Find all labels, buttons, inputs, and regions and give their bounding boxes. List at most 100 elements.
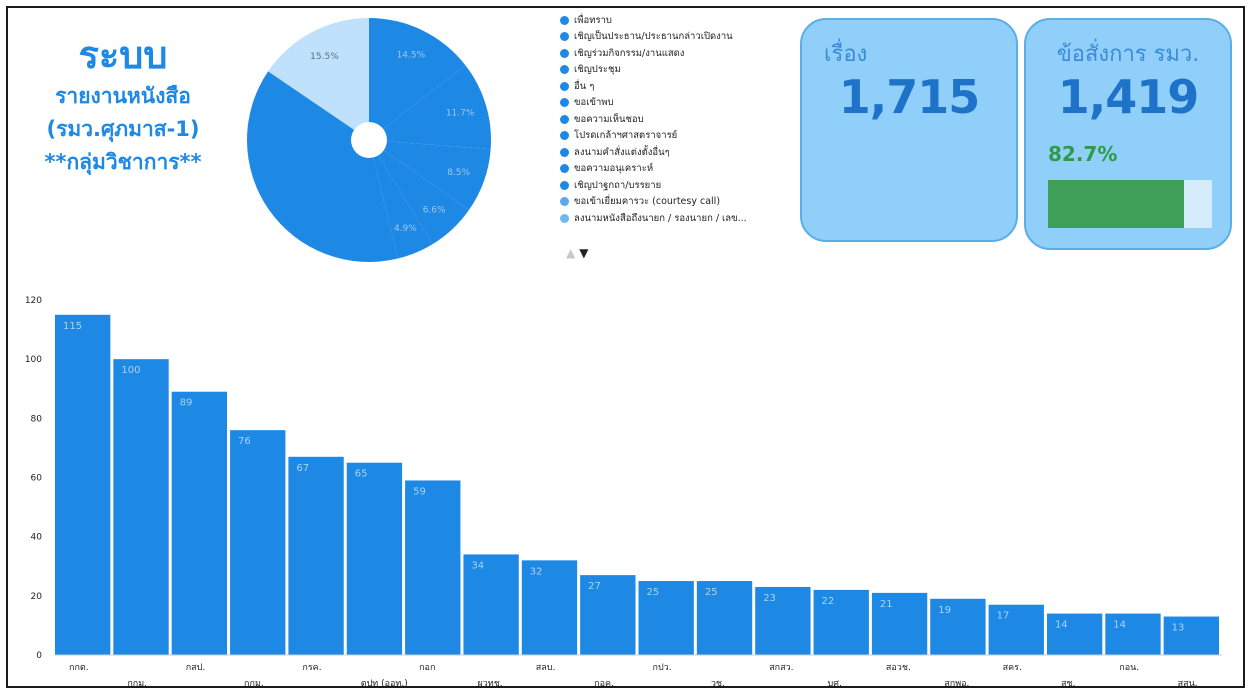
orders-card-percent: 82.7% (1048, 142, 1118, 166)
pie-legend: เพื่อทราบเชิญเป็นประธาน/ประธานกล่าวเปิดง… (560, 12, 800, 227)
bar-value-label: 14 (1055, 620, 1068, 631)
legend-dot-icon (560, 65, 569, 75)
legend-item[interactable]: เชิญร่วมกิจกรรม/งานแสดง (560, 45, 800, 62)
x-tick-label: บศ. (828, 679, 842, 689)
legend-dot-icon (560, 32, 569, 42)
x-tick-label: สช. (1061, 679, 1075, 689)
bar[interactable] (230, 430, 286, 655)
bar-value-label: 19 (938, 605, 951, 616)
bar[interactable] (55, 314, 111, 655)
orders-card-value: 1,419 (1057, 70, 1200, 124)
legend-item[interactable]: ขอความเห็นชอบ (560, 111, 800, 128)
bar[interactable] (288, 456, 344, 655)
orders-card: ข้อสั่งการ รมว. 1,419 82.7% (1024, 18, 1232, 250)
x-tick-label: กอก (419, 663, 435, 673)
x-tick-label: สสน. (1178, 679, 1198, 689)
pie-chart: 15.5% 14.5% 11.7% 8.5% 6.6% 4.9% (247, 18, 491, 262)
legend-dot-icon (560, 197, 569, 207)
legend-item[interactable]: เชิญเป็นประธาน/ประธานกล่าวเปิดงาน (560, 29, 800, 46)
legend-item[interactable]: ขอความอนุเคราะห์ (560, 161, 800, 178)
pie-slice[interactable] (247, 71, 398, 262)
legend-item[interactable]: เชิญประชุม (560, 62, 800, 79)
bar[interactable] (580, 575, 636, 655)
bar-value-label: 25 (705, 587, 718, 598)
y-tick-label: 60 (31, 474, 43, 484)
x-tick-label: สกพอ. (944, 679, 969, 689)
bar[interactable] (463, 554, 519, 655)
legend-item[interactable]: ลงนามคำสั่งแต่งตั้งอื่นๆ (560, 144, 800, 161)
legend-dot-icon (560, 48, 569, 58)
x-tick-label: สคร. (1003, 663, 1022, 673)
legend-item[interactable]: ขอเข้าพบ (560, 95, 800, 112)
bar[interactable] (988, 604, 1044, 655)
legend-label: เพื่อทราบ (574, 14, 612, 26)
bar-value-label: 25 (647, 587, 660, 598)
bar[interactable] (346, 462, 403, 655)
x-tick-label: กกม. (127, 679, 147, 689)
legend-dot-icon (560, 164, 569, 174)
x-tick-label: กกต. (69, 663, 89, 673)
legend-dot-icon (560, 131, 569, 141)
pie-slice[interactable] (369, 65, 491, 150)
legend-label: เชิญร่วมกิจกรรม/งานแสดง (574, 47, 685, 59)
bar[interactable] (930, 598, 986, 655)
legend-item[interactable]: อื่น ๆ (560, 78, 800, 95)
bar[interactable] (1163, 616, 1219, 655)
legend-label: ขอเข้าพบ (574, 97, 614, 109)
orders-card-label: ข้อสั่งการ รมว. (1056, 42, 1200, 67)
legend-label: เชิญเป็นประธาน/ประธานกล่าวเปิดงาน (574, 31, 733, 43)
bar-value-label: 65 (355, 469, 368, 480)
x-tick-label: กกม. (244, 679, 264, 689)
pie-slice-label: 4.9% (394, 224, 417, 234)
pie-slice-label: 15.5% (310, 52, 339, 62)
bar[interactable] (405, 480, 461, 655)
bar[interactable] (521, 560, 578, 655)
pie-slice-label: 8.5% (447, 168, 470, 178)
legend-item[interactable]: เพื่อทราบ (560, 12, 800, 29)
pie-slice[interactable] (369, 140, 433, 259)
bar-value-label: 89 (180, 398, 193, 409)
bar-value-label: 76 (238, 436, 251, 447)
bar-value-label: 14 (1113, 620, 1126, 631)
legend-item[interactable]: โปรดเกล้าฯศาสตราจารย์ (560, 128, 800, 145)
legend-next-button[interactable]: ▼ (579, 246, 589, 260)
pie-hole (351, 122, 387, 158)
legend-label: อื่น ๆ (574, 80, 595, 92)
bar[interactable] (1105, 613, 1161, 655)
pie-slice-label: 6.6% (423, 205, 446, 215)
bar[interactable] (1046, 613, 1103, 655)
y-tick-label: 80 (31, 414, 43, 424)
bar[interactable] (638, 581, 694, 655)
bar-value-label: 13 (1172, 623, 1185, 634)
legend-item[interactable]: เชิญปาฐกถา/บรรยาย (560, 177, 800, 194)
legend-item[interactable]: ลงนามหนังสือถึงนายก / รองนายก / เลข... (560, 210, 800, 227)
pie-slice[interactable] (369, 140, 491, 210)
legend-item[interactable]: ขอเข้าเยี่ยมคารวะ (courtesy call) (560, 194, 800, 211)
pie-slice[interactable] (268, 18, 369, 140)
bar[interactable] (813, 589, 869, 655)
bar-value-label: 32 (530, 566, 543, 577)
page-subtitle-1: รายงานหนังสือ (55, 84, 191, 108)
y-tick-label: 40 (31, 533, 43, 543)
bar[interactable] (696, 581, 753, 655)
legend-dot-icon (560, 147, 569, 157)
legend-label: โปรดเกล้าฯศาสตราจารย์ (574, 130, 678, 142)
legend-dot-icon (560, 180, 569, 190)
pie-slice[interactable] (369, 18, 466, 140)
pie-slice[interactable] (369, 140, 470, 245)
bar-value-label: 23 (763, 593, 776, 604)
x-tick-label: สอวช. (886, 663, 911, 673)
topics-card: เรื่อง 1,715 (800, 18, 1018, 242)
x-tick-label: สกสว. (769, 663, 793, 673)
legend-label: ขอความอนุเคราะห์ (574, 163, 654, 175)
x-tick-label: ผวทช. (477, 679, 502, 689)
x-tick-label: กรค. (302, 663, 321, 673)
bar-value-label: 22 (822, 596, 835, 607)
bar[interactable] (113, 359, 169, 655)
pie-slice-label: 11.7% (446, 109, 475, 119)
bar[interactable] (871, 592, 928, 655)
bar[interactable] (171, 391, 228, 655)
legend-prev-button[interactable]: ▲ (566, 246, 576, 260)
bar[interactable] (755, 586, 811, 655)
page-subtitle-2: (รมว.ศุภมาส-1) (46, 117, 200, 141)
